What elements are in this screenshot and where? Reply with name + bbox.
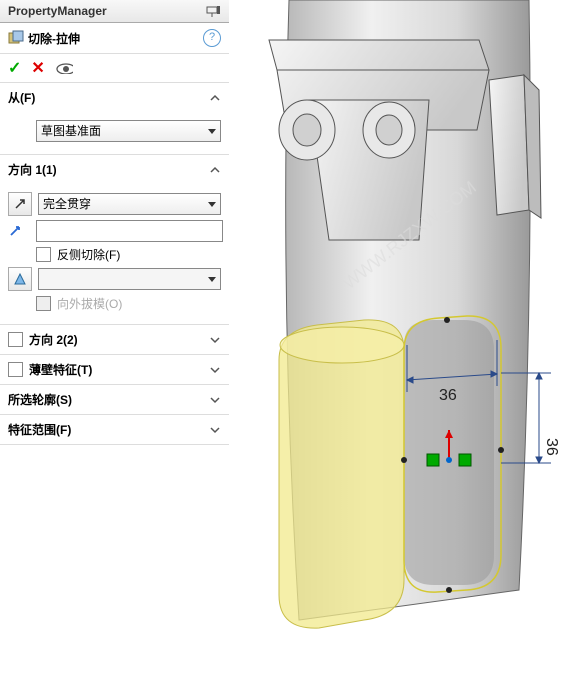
chevron-up-icon xyxy=(209,92,221,104)
from-section-title: 从(F) xyxy=(8,89,35,106)
dimension-2: 36 xyxy=(543,438,560,456)
draft-outward-label: 向外拔模(O) xyxy=(57,295,122,312)
graphics-viewport[interactable]: 36 36 WWW.RJZXW.COM xyxy=(229,0,581,692)
thin-feature-checkbox[interactable] xyxy=(8,362,23,377)
reverse-direction-button[interactable] xyxy=(8,192,32,216)
direction2-title: 方向 2(2) xyxy=(29,331,209,348)
draft-outward-checkbox xyxy=(36,296,51,311)
model-view: 36 36 WWW.RJZXW.COM xyxy=(229,0,581,692)
chevron-down-icon xyxy=(209,424,221,436)
feature-title: 切除-拉伸 xyxy=(28,30,80,47)
from-combo[interactable]: 草图基准面 xyxy=(36,120,221,142)
preview-icon[interactable] xyxy=(55,62,73,74)
property-manager-title: PropertyManager xyxy=(8,4,107,18)
contours-section-header[interactable]: 所选轮廓(S) xyxy=(0,385,229,414)
ok-button[interactable]: ✓ xyxy=(8,58,21,78)
cut-extrude-icon xyxy=(8,30,24,46)
flip-side-label: 反侧切除(F) xyxy=(57,246,120,263)
chevron-down-icon xyxy=(209,394,221,406)
direction1-section-header[interactable]: 方向 1(1) xyxy=(0,155,229,184)
flip-side-checkbox[interactable] xyxy=(36,247,51,262)
direction-vector-input[interactable] xyxy=(36,220,223,242)
chevron-down-icon xyxy=(209,364,221,376)
direction2-section-header[interactable]: 方向 2(2) xyxy=(0,325,229,354)
chevron-down-icon xyxy=(209,334,221,346)
feature-scope-section-header[interactable]: 特征范围(F) xyxy=(0,415,229,444)
direction2-checkbox[interactable] xyxy=(8,332,23,347)
feature-scope-title: 特征范围(F) xyxy=(8,421,71,438)
from-section-header[interactable]: 从(F) xyxy=(0,83,229,112)
contours-title: 所选轮廓(S) xyxy=(8,391,72,408)
direction-vector-icon[interactable] xyxy=(8,224,22,238)
draft-combo xyxy=(38,268,221,290)
end-condition-combo[interactable]: 完全贯穿 xyxy=(38,193,221,215)
pin-icon[interactable] xyxy=(205,4,221,18)
help-icon[interactable]: ? xyxy=(203,29,221,47)
chevron-up-icon xyxy=(209,164,221,176)
direction1-title: 方向 1(1) xyxy=(8,161,57,178)
thin-feature-title: 薄壁特征(T) xyxy=(29,361,209,378)
dimension-1: 36 xyxy=(439,387,457,404)
cancel-button[interactable]: ✕ xyxy=(31,58,44,78)
thin-feature-section-header[interactable]: 薄壁特征(T) xyxy=(0,355,229,384)
draft-button[interactable] xyxy=(8,267,32,291)
